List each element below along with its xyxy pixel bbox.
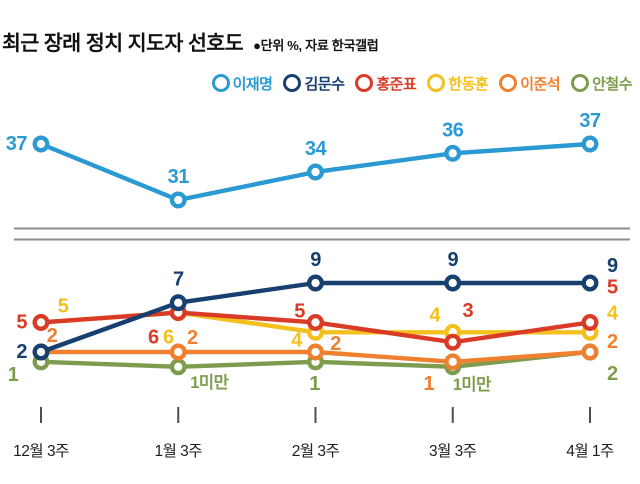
data-point-kim-moon-soo-2 (307, 274, 324, 292)
data-point-lee-jae-myung-0 (32, 135, 50, 153)
value-label-ahn-cheol-soo-0: 1 (8, 364, 19, 386)
legend-item-label: 이준석 (520, 75, 561, 93)
data-point-lee-jae-myung-2 (307, 163, 324, 181)
page-subtitle: ●단위 %, 자료 한국갤럽 (253, 38, 379, 53)
page-title: 최근 장래 정치 지도자 선호도 (2, 32, 244, 55)
data-point-lee-jae-myung-1 (169, 191, 187, 209)
value-label-lee-jun-seok-0: 2 (47, 325, 58, 347)
value-label-han-dong-hoon-3: 4 (429, 304, 441, 326)
x-axis-label-4: 4월 1주 (566, 442, 614, 460)
data-point-lee-jun-seok-4 (581, 343, 599, 361)
value-label-lee-jun-seok-1: 2 (187, 327, 198, 349)
data-point-hong-jun-pyo-2 (307, 313, 324, 331)
value-label-han-dong-hoon-1: 6 (163, 327, 174, 349)
value-label-hong-jun-pyo-0: 5 (16, 311, 27, 333)
value-label-hong-jun-pyo-1: 6 (148, 327, 159, 349)
value-label-lee-jae-myung-2: 34 (305, 138, 328, 160)
value-label-lee-jae-myung-0: 37 (6, 133, 28, 155)
legend-item-1: 김문수 (283, 73, 345, 94)
data-point-hong-jun-pyo-3 (444, 333, 462, 351)
data-point-hong-jun-pyo-0 (32, 313, 50, 331)
value-label-hong-jun-pyo-3: 3 (462, 300, 473, 322)
value-label-lee-jun-seok-3: 1 (423, 373, 434, 395)
value-label-lee-jae-myung-4: 37 (579, 110, 601, 132)
x-axis-label-0: 12월 3주 (13, 442, 69, 460)
data-point-ahn-cheol-soo-1 (169, 358, 187, 376)
legend-item-label: 이재명 (232, 75, 273, 93)
data-point-lee-jae-myung-4 (581, 135, 599, 153)
data-point-lee-jun-seok-3 (444, 353, 462, 371)
value-label-kim-moon-soo-3: 9 (447, 249, 458, 271)
legend-item-4: 이준석 (499, 73, 561, 94)
legend-marker-icon (427, 74, 446, 92)
data-point-lee-jun-seok-2 (307, 343, 324, 361)
x-axis-label-2: 2월 3주 (292, 442, 340, 460)
data-point-kim-moon-soo-3 (444, 274, 462, 292)
legend-marker-icon (571, 74, 590, 92)
legend-marker-icon (211, 74, 230, 92)
legend-item-2: 홍준표 (355, 73, 417, 94)
data-point-kim-moon-soo-1 (169, 294, 187, 312)
value-label-han-dong-hoon-4: 4 (607, 302, 619, 324)
legend-item-label: 홍준표 (376, 75, 417, 93)
data-point-kim-moon-soo-0 (32, 343, 50, 361)
legend-item-label: 김문수 (304, 75, 345, 93)
value-label-hong-jun-pyo-2: 5 (294, 300, 305, 322)
value-label-lee-jun-seok-4: 2 (607, 331, 618, 353)
data-point-hong-jun-pyo-4 (581, 313, 599, 331)
legend-marker-icon (355, 74, 374, 92)
data-point-lee-jae-myung-3 (444, 144, 462, 162)
value-label-ahn-cheol-soo-3: 1미만 (453, 375, 491, 394)
value-label-lee-jae-myung-3: 36 (442, 119, 464, 141)
legend-marker-icon (283, 74, 302, 92)
value-label-ahn-cheol-soo-2: 1 (309, 373, 320, 395)
legend-item-5: 안철수 (571, 73, 632, 94)
legend-item-label: 안철수 (592, 75, 632, 93)
x-axis-label-3: 3월 3주 (429, 442, 477, 460)
value-label-ahn-cheol-soo-4: 2 (607, 363, 618, 385)
value-label-lee-jun-seok-2: 2 (330, 333, 341, 355)
value-label-ahn-cheol-soo-1: 1미만 (190, 373, 228, 392)
legend-item-label: 한동훈 (448, 75, 489, 93)
value-label-han-dong-hoon-0: 5 (58, 295, 69, 317)
legend-marker-icon (499, 74, 518, 92)
legend-item-3: 한동훈 (427, 73, 489, 94)
data-point-kim-moon-soo-4 (581, 274, 599, 292)
x-axis-label-1: 1월 3주 (154, 442, 202, 460)
data-point-lee-jun-seok-1 (169, 343, 187, 361)
value-label-han-dong-hoon-2: 4 (291, 329, 303, 351)
value-label-lee-jae-myung-1: 31 (168, 166, 190, 188)
legend: 이재명 김문수 홍준표 한동훈 이준석 안철수 (0, 73, 632, 93)
value-label-hong-jun-pyo-4: 5 (607, 276, 618, 298)
value-label-kim-moon-soo-1: 7 (173, 269, 184, 291)
legend-item-0: 이재명 (211, 73, 273, 94)
value-label-kim-moon-soo-2: 9 (310, 249, 321, 271)
value-label-kim-moon-soo-0: 2 (16, 341, 27, 363)
value-label-kim-moon-soo-4: 9 (607, 255, 618, 277)
header: 최근 장래 정치 지도자 선호도 ●단위 %, 자료 한국갤럽 (2, 26, 379, 56)
